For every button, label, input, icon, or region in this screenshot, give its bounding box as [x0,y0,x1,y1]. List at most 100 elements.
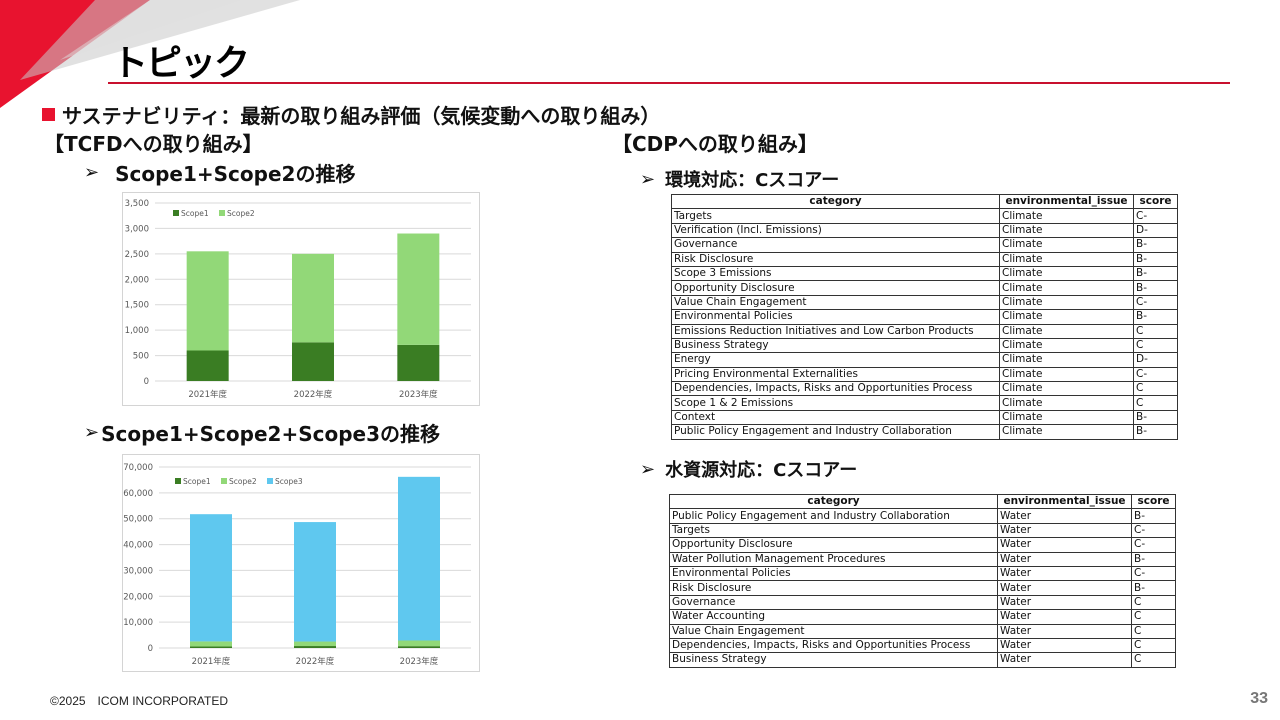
water-heading: ➢ 水資源対応：Cスコアー [640,456,857,482]
table-row: Environmental Policies Water C- [669,565,1176,582]
chart2-title: Scope1+Scope2+Scope3の推移 [101,422,440,446]
category-cell: Business Strategy [669,652,998,668]
issue-cell: Climate [999,237,1134,253]
chart2-heading: ➢ Scope1+Scope2+Scope3の推移 [84,418,440,447]
legend-swatch [175,478,181,484]
table-row: Verification (Incl. Emissions) Climate D- [671,222,1178,239]
category-cell: Context [671,409,1000,426]
copyright-footer: ©2025 ICOM INCORPORATED [50,694,228,708]
issue-cell: Climate [999,309,1134,325]
table-row: Governance Climate B- [671,237,1178,253]
score-cell: B- [1133,251,1178,267]
category-cell: Environmental Policies [669,565,998,582]
category-cell: Dependencies, Impacts, Risks and Opportu… [669,637,998,654]
y-tick-label: 3,000 [125,224,149,234]
score-cell: B- [1133,309,1178,325]
issue-cell: Water [997,623,1132,639]
column-header: environmental_issue [999,193,1134,210]
bar-scope2-0 [190,641,232,647]
table-header-row: category environmental_issue score [671,193,1178,210]
chart2-svg: 0 10,000 20,000 30,000 40,000 50,000 60,000 70,… [123,463,471,667]
issue-cell: Climate [999,222,1134,239]
x-tick-label: 2022年度 [294,389,333,400]
y-tick-label: 70,000 [123,463,153,473]
legend-label: Scope2 [229,477,257,486]
score-cell: B- [1133,280,1178,296]
bar-scope3-0 [190,514,232,642]
climate-table: category environmental_issue score Targe… [671,193,1178,440]
bar-scope1-2 [397,344,440,381]
bar-scope1-1 [292,342,334,381]
legend-label: Scope1 [183,477,211,486]
table-row: Risk Disclosure Water B- [669,580,1176,596]
issue-cell: Climate [999,251,1134,267]
tcfd-heading: 【TCFDへの取り組み】 [44,132,263,156]
table-row: Public Policy Engagement and Industry Co… [671,424,1178,440]
score-cell: C- [1131,522,1176,539]
table-row: Public Policy Engagement and Industry Co… [669,508,1176,524]
issue-cell: Water [997,508,1132,524]
bar-scope2-1 [292,253,334,343]
score-cell: B- [1133,424,1178,440]
bar-scope3-2 [398,476,440,641]
score-cell: C [1131,609,1176,625]
legend-label: Scope2 [227,209,255,218]
title-divider [108,82,1230,84]
bar-scope1-0 [186,350,229,381]
legend-swatch [219,210,225,216]
table-row: Water Accounting Water C [669,609,1176,625]
score-cell: C [1131,637,1176,654]
table-row: Context Climate B- [671,409,1178,426]
y-tick-label: 2,000 [125,275,149,285]
bar-scope1-0 [190,646,232,648]
issue-cell: Water [997,652,1132,668]
category-cell: Public Policy Engagement and Industry Co… [671,424,1000,440]
score-cell: C- [1133,366,1178,383]
category-cell: Water Accounting [669,609,998,625]
score-cell: B- [1133,237,1178,253]
score-cell: C [1133,381,1178,397]
category-cell: Environmental Policies [671,309,1000,325]
chart1-title: Scope1+Scope2の推移 [115,162,356,186]
issue-cell: Water [997,537,1132,553]
issue-cell: Climate [999,424,1134,440]
y-tick-label: 3,500 [125,199,149,209]
category-cell: Targets [671,208,1000,224]
table-row: Governance Water C [669,594,1176,611]
table-row: Value Chain Engagement Water C [669,623,1176,639]
category-cell: Pricing Environmental Externalities [671,366,1000,383]
y-tick-label: 2,500 [125,250,149,260]
issue-cell: Water [997,637,1132,654]
column-header: score [1133,193,1178,210]
y-tick-label: 50,000 [123,515,153,525]
x-tick-label: 2023年度 [399,389,438,400]
issue-cell: Climate [999,366,1134,383]
category-cell: Verification (Incl. Emissions) [671,222,1000,239]
x-tick-label: 2022年度 [296,656,335,667]
y-tick-label: 40,000 [123,541,153,551]
water-table: category environmental_issue score Publi… [669,493,1176,668]
score-cell: B- [1131,551,1176,567]
climate-heading: ➢ 環境対応：Cスコアー [640,166,839,192]
bar-scope2-2 [398,640,440,647]
issue-cell: Water [997,565,1132,582]
issue-cell: Water [997,594,1132,611]
score-cell: C [1133,395,1178,411]
legend-label: Scope3 [275,477,303,486]
chart1-heading: ➢ Scope1+Scope2の推移 [84,158,355,187]
arrow-bullet-icon: ➢ [84,422,100,443]
table-row: Water Pollution Management Procedures Wat… [669,551,1176,567]
x-tick-label: 2021年度 [192,656,231,667]
table-row: Targets Climate C- [671,208,1178,224]
column-header: category [669,493,998,510]
column-header: environmental_issue [997,493,1132,510]
issue-cell: Climate [999,352,1134,368]
score-cell: C [1131,623,1176,639]
bar-scope1-1 [294,646,336,648]
score-cell: B- [1133,265,1178,282]
category-cell: Scope 1 & 2 Emissions [671,395,1000,411]
table-row: Dependencies, Impacts, Risks and Opportu… [671,381,1178,397]
table-row: Environmental Policies Climate B- [671,309,1178,325]
issue-cell: Water [997,522,1132,539]
category-cell: Targets [669,522,998,539]
